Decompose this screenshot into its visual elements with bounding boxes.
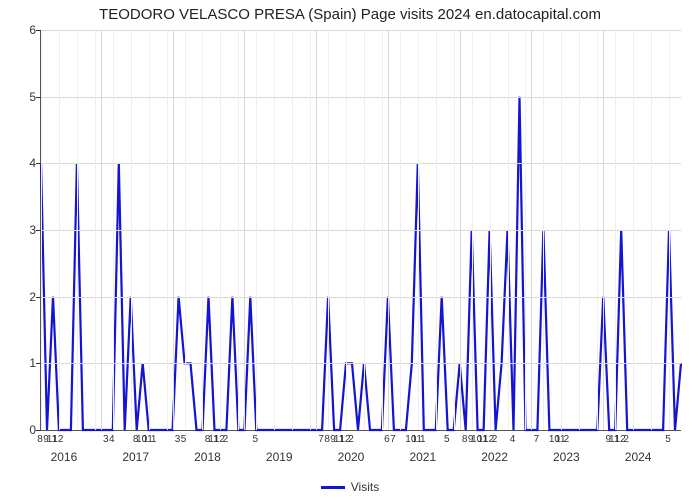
x-tick-month: 5 bbox=[444, 434, 450, 445]
x-tick-month: 8 bbox=[462, 434, 468, 445]
x-tick-year: 2021 bbox=[409, 450, 436, 464]
y-tick-label: 4 bbox=[21, 156, 36, 170]
legend-label: Visits bbox=[351, 480, 379, 494]
y-gridline bbox=[41, 297, 681, 298]
x-gridline bbox=[316, 30, 317, 430]
legend-swatch bbox=[321, 486, 345, 489]
x-tick-month: 7 bbox=[534, 434, 540, 445]
y-tick-label: 3 bbox=[21, 223, 36, 237]
x-gridline bbox=[173, 30, 174, 430]
y-tick-label: 2 bbox=[21, 290, 36, 304]
x-tick-month: 2 bbox=[623, 434, 629, 445]
x-gridline bbox=[101, 30, 102, 430]
y-gridline bbox=[41, 363, 681, 364]
x-tick-month: 5 bbox=[665, 434, 671, 445]
y-gridline bbox=[41, 230, 681, 231]
x-tick-month: 12 bbox=[52, 434, 63, 445]
x-tick-year: 2019 bbox=[266, 450, 293, 464]
x-tick-month: 2 bbox=[348, 434, 354, 445]
x-gridline bbox=[531, 30, 532, 430]
x-tick-year: 2016 bbox=[51, 450, 78, 464]
x-tick-month: 3 bbox=[175, 434, 181, 445]
x-tick-month: 5 bbox=[253, 434, 259, 445]
x-tick-month: 7 bbox=[318, 434, 324, 445]
x-tick-year: 2023 bbox=[553, 450, 580, 464]
x-tick-month: 1 bbox=[420, 434, 426, 445]
y-gridline bbox=[41, 30, 681, 31]
x-tick-month: 4 bbox=[510, 434, 516, 445]
x-tick-year: 2018 bbox=[194, 450, 221, 464]
plot-area: 0123456 bbox=[40, 30, 681, 431]
x-tick-year: 2022 bbox=[481, 450, 508, 464]
y-gridline bbox=[41, 97, 681, 98]
chart-container: TEODORO VELASCO PRESA (Spain) Page visit… bbox=[0, 0, 700, 500]
y-tick-label: 0 bbox=[21, 423, 36, 437]
y-tick-label: 5 bbox=[21, 90, 36, 104]
y-gridline bbox=[41, 163, 681, 164]
x-tick-month: 2 bbox=[492, 434, 498, 445]
x-tick-year: 2017 bbox=[122, 450, 149, 464]
legend: Visits bbox=[0, 480, 700, 494]
x-tick-month: 3 bbox=[103, 434, 109, 445]
x-tick-month: 8 bbox=[324, 434, 330, 445]
x-tick-month: 2 bbox=[564, 434, 570, 445]
x-tick-month: 6 bbox=[384, 434, 390, 445]
y-tick-label: 1 bbox=[21, 356, 36, 370]
chart-title: TEODORO VELASCO PRESA (Spain) Page visit… bbox=[0, 6, 700, 23]
x-tick-year: 2024 bbox=[625, 450, 652, 464]
x-gridline bbox=[603, 30, 604, 430]
x-tick-month: 8 bbox=[37, 434, 43, 445]
x-tick-month: 1 bbox=[151, 434, 157, 445]
y-tick-label: 6 bbox=[21, 23, 36, 37]
x-tick-year: 2020 bbox=[338, 450, 365, 464]
x-tick-month: 2 bbox=[223, 434, 229, 445]
x-gridline bbox=[460, 30, 461, 430]
x-tick-month: 5 bbox=[181, 434, 187, 445]
x-tick-month: 7 bbox=[390, 434, 396, 445]
x-gridline bbox=[388, 30, 389, 430]
x-tick-month: 4 bbox=[109, 434, 115, 445]
x-gridline bbox=[244, 30, 245, 430]
